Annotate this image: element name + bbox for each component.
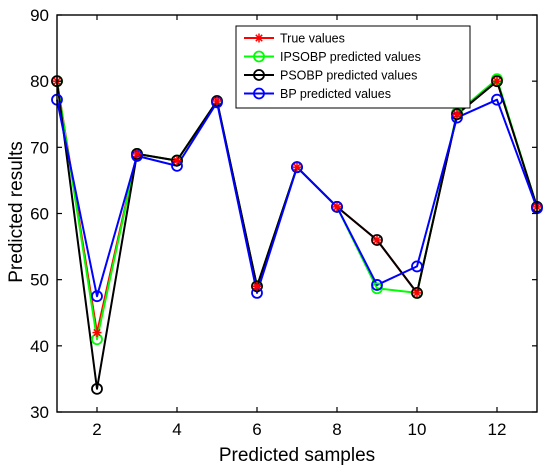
true-value-marker bbox=[292, 162, 302, 172]
x-tick-label: 4 bbox=[172, 420, 181, 439]
true-value-marker bbox=[172, 156, 182, 166]
true-value-marker bbox=[212, 96, 222, 106]
legend-label: BP predicted values bbox=[280, 87, 391, 101]
data-point-marker bbox=[291, 161, 303, 174]
y-axis-ticks: 30 40 50 60 70 80 90 bbox=[30, 6, 537, 422]
data-point-marker bbox=[171, 154, 183, 167]
true-value-marker bbox=[254, 33, 264, 43]
true-value-marker bbox=[372, 235, 382, 245]
legend-label: IPSOBP predicted values bbox=[280, 50, 421, 64]
data-point-marker bbox=[371, 279, 383, 291]
x-tick-label: 2 bbox=[92, 420, 101, 439]
y-tick-label: 30 bbox=[30, 403, 49, 422]
legend-box bbox=[235, 25, 471, 109]
data-point-marker bbox=[91, 382, 103, 395]
data-point-marker bbox=[371, 234, 383, 246]
y-tick-label: 60 bbox=[30, 205, 49, 224]
true-value-marker bbox=[92, 328, 102, 338]
x-tick-label: 12 bbox=[488, 420, 507, 439]
legend-entry: PSOBP predicted values bbox=[244, 69, 417, 83]
y-tick-label: 90 bbox=[30, 6, 49, 25]
true-value-marker bbox=[252, 281, 262, 291]
x-tick-label: 8 bbox=[332, 420, 341, 439]
x-tick-label: 10 bbox=[408, 420, 427, 439]
y-tick-label: 80 bbox=[30, 72, 49, 91]
data-point-marker bbox=[251, 280, 263, 293]
legend-entry: True values bbox=[244, 32, 345, 46]
legend-label: PSOBP predicted values bbox=[280, 69, 417, 83]
legend-entry: IPSOBP predicted values bbox=[244, 50, 421, 64]
data-point-marker bbox=[491, 93, 503, 106]
legend-entry: BP predicted values bbox=[244, 87, 391, 101]
legend-label: True values bbox=[280, 32, 345, 46]
y-tick-label: 50 bbox=[30, 271, 49, 290]
data-point-marker bbox=[91, 290, 103, 303]
data-point-marker bbox=[491, 75, 503, 88]
data-point-marker bbox=[331, 200, 343, 213]
y-tick-label: 40 bbox=[30, 337, 49, 356]
data-point-marker bbox=[371, 282, 383, 295]
true-value-marker bbox=[452, 109, 462, 119]
y-axis-title: Predicted results bbox=[6, 141, 27, 283]
true-value-marker bbox=[332, 202, 342, 212]
y-tick-label: 70 bbox=[30, 138, 49, 157]
true-value-marker bbox=[132, 149, 142, 159]
data-point-marker bbox=[411, 286, 423, 299]
legend: True values IPSOBP predicted values PSOBP … bbox=[235, 25, 471, 109]
x-axis-ticks: 2 4 6 8 10 12 bbox=[92, 15, 506, 439]
x-tick-label: 6 bbox=[252, 420, 261, 439]
data-point-marker bbox=[451, 108, 463, 121]
series-markers bbox=[51, 73, 543, 395]
x-axis-title: Predicted samples bbox=[219, 445, 375, 466]
data-point-marker bbox=[411, 260, 423, 273]
true-value-marker bbox=[492, 76, 502, 86]
true-value-marker bbox=[412, 288, 422, 298]
